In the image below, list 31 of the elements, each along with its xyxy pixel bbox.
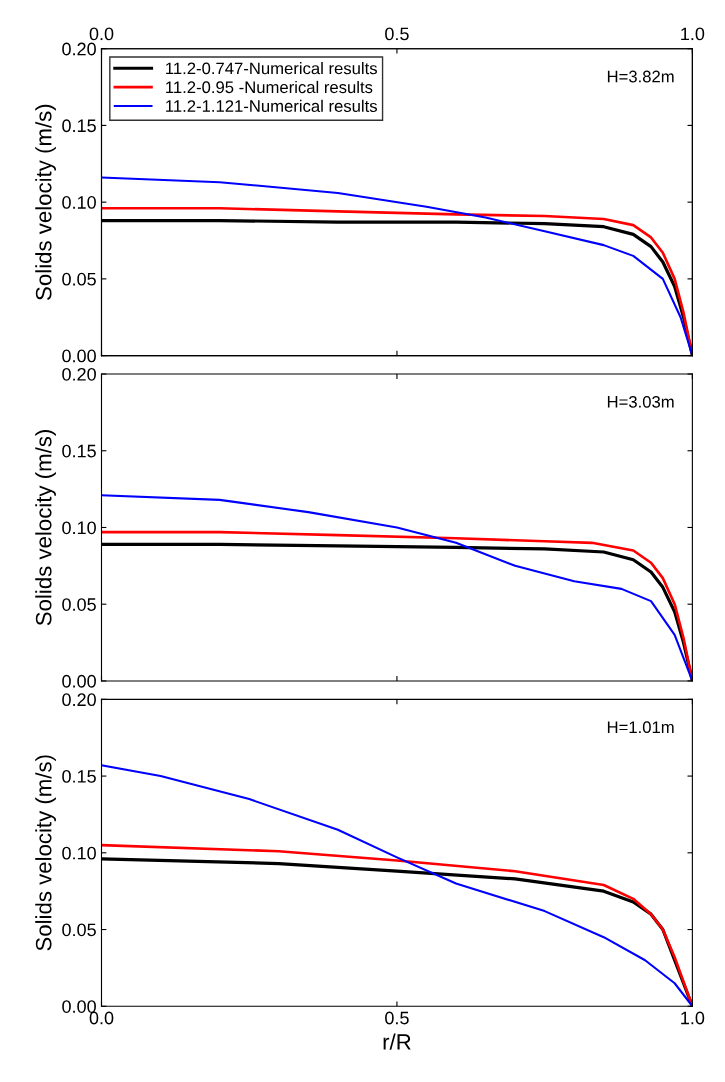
y-tick-label: 0.00 <box>62 1000 96 1013</box>
y-axis-title: Solids velocity (m/s) <box>35 104 56 300</box>
y-tick-label: 0.05 <box>62 923 96 937</box>
x-tick-label: 0.5 <box>385 1011 409 1025</box>
y-tick-label: 0.20 <box>62 693 96 707</box>
y-axis-title: Solids velocity (m/s) <box>35 755 56 951</box>
y-tick-label: 0.20 <box>62 42 96 56</box>
annotation: H=3.03m <box>607 395 674 408</box>
y-tick-label: 0.00 <box>62 349 96 363</box>
x2-tick-label: 0.0 <box>89 27 114 41</box>
annotation: H=1.01m <box>607 721 674 734</box>
annotation: H=3.82m <box>607 70 674 83</box>
x-tick-label: 1.0 <box>681 1011 705 1025</box>
y-tick-label: 0.05 <box>62 598 96 611</box>
legend-label: 11.2-1.121-Numerical results <box>166 99 377 113</box>
y-tick-label: 0.10 <box>62 521 96 535</box>
x2-tick-label: 0.5 <box>385 27 409 41</box>
y-tick-label: 0.15 <box>62 770 96 783</box>
x-tick-label: 0.0 <box>89 1011 114 1025</box>
y-axis-title: Solids velocity (m/s) <box>35 430 56 626</box>
legend-label: 11.2-0.747-Numerical results <box>166 62 377 75</box>
y-tick-label: 0.05 <box>62 272 96 286</box>
y-tick-label: 0.10 <box>62 846 96 860</box>
y-tick-label: 0.20 <box>62 367 96 381</box>
x2-tick-label: 1.0 <box>681 27 705 41</box>
y-tick-label: 0.10 <box>62 196 96 209</box>
y-tick-label: 0.15 <box>62 119 96 133</box>
x-axis-title: r/R <box>383 1033 411 1050</box>
y-tick-label: 0.00 <box>62 674 96 688</box>
y-tick-label: 0.15 <box>62 444 96 458</box>
legend-label: 11.2-0.95 -Numerical results <box>166 80 373 94</box>
